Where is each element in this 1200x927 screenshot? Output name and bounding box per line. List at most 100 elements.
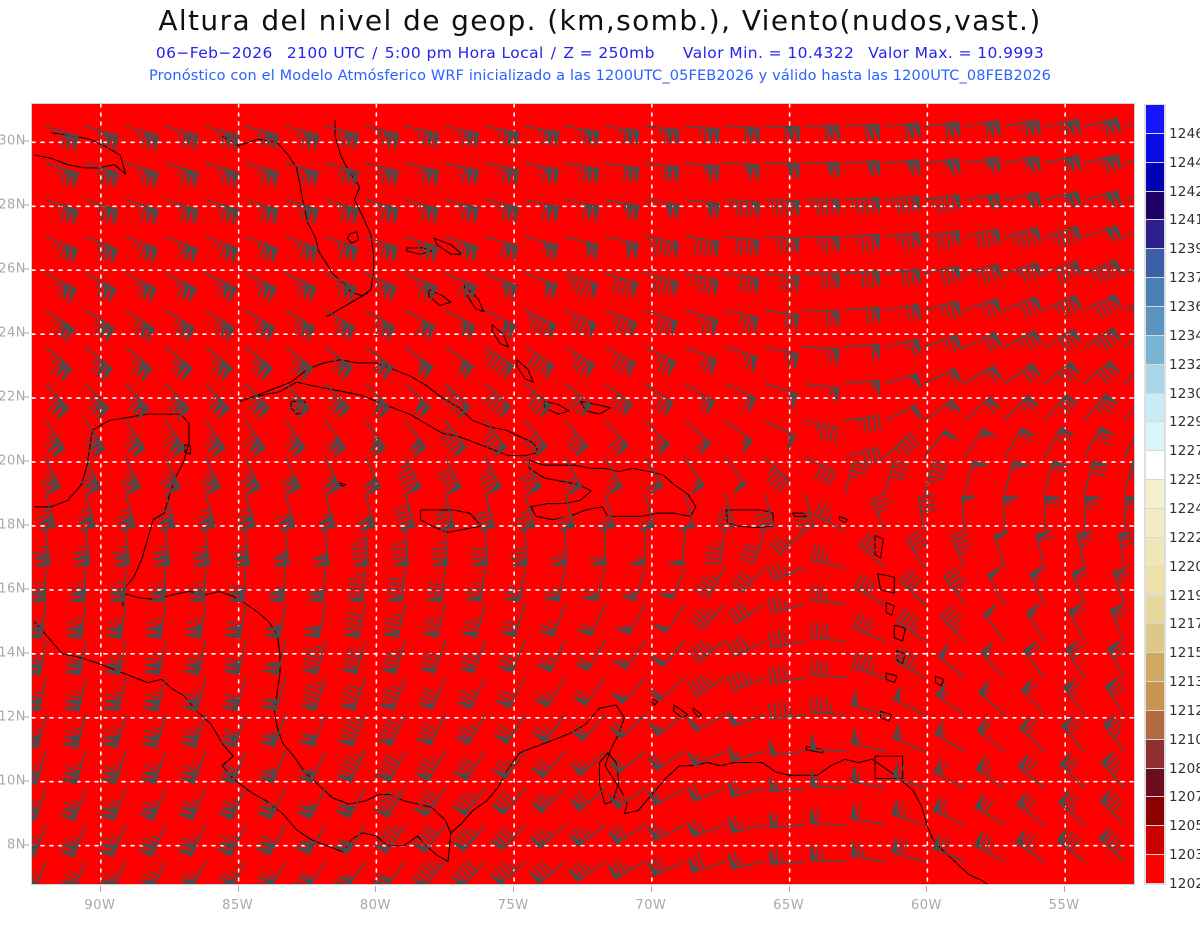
wind-barb xyxy=(138,824,167,858)
colorbar-swatch xyxy=(1146,307,1164,336)
coastline-path xyxy=(221,119,375,297)
wind-barb xyxy=(386,566,407,603)
wind-barb xyxy=(59,824,87,858)
wind-barb xyxy=(200,456,222,496)
wind-barb xyxy=(1018,716,1046,753)
wind-barb xyxy=(1083,460,1108,495)
wind-barb xyxy=(109,566,127,603)
wind-barb xyxy=(768,776,806,793)
wind-barb xyxy=(45,235,79,264)
wind-barb xyxy=(32,677,47,712)
wind-barb xyxy=(524,382,552,418)
wind-barb xyxy=(963,120,1002,139)
wind-barb xyxy=(923,334,963,353)
wind-barb xyxy=(204,419,226,458)
wind-barb xyxy=(883,122,921,141)
wind-barb xyxy=(422,603,447,639)
wind-barb xyxy=(1043,393,1079,422)
wind-barb xyxy=(139,787,167,821)
colorbar-tick-label: 12088 xyxy=(1169,760,1200,777)
wind-barb xyxy=(357,493,376,532)
map-plot-area[interactable]: Sisππ− ONAMET/REP.DOM. xyxy=(31,103,1135,885)
wind-barb xyxy=(434,493,456,532)
coastline-path xyxy=(346,231,360,244)
wind-barb xyxy=(923,429,958,458)
wind-barb xyxy=(604,162,640,184)
wind-barb xyxy=(850,841,886,863)
wind-barb xyxy=(768,665,806,684)
wind-barb xyxy=(84,199,120,225)
wind-barb xyxy=(843,343,881,361)
wind-barb xyxy=(491,787,526,816)
wind-barb xyxy=(1071,566,1090,606)
wind-barb xyxy=(188,566,207,603)
colorbar-tick-label: 12037 xyxy=(1169,847,1200,864)
wind-barb xyxy=(980,642,1006,679)
wind-barb xyxy=(804,124,840,142)
wind-barb xyxy=(684,346,718,375)
wind-barb xyxy=(1002,495,1019,532)
wind-barb xyxy=(644,199,680,220)
wind-barb xyxy=(534,677,566,708)
wind-barb xyxy=(497,640,526,674)
wind-barb xyxy=(142,677,167,712)
y-tick-label: 8N xyxy=(7,837,26,853)
y-tick-label: 14N xyxy=(0,645,26,661)
wind-barb xyxy=(891,762,926,789)
wind-barb xyxy=(1043,328,1082,352)
wind-barb xyxy=(60,860,87,884)
wind-barb xyxy=(905,530,928,569)
wind-barb xyxy=(378,677,407,711)
wind-barb xyxy=(727,779,766,798)
x-tick-label: 55W xyxy=(1048,898,1080,913)
wind-barb xyxy=(883,338,922,357)
wind-barb xyxy=(382,603,407,639)
wind-barb xyxy=(364,235,399,263)
wind-barb xyxy=(1083,117,1122,137)
coastline-path xyxy=(651,698,658,706)
wind-barb xyxy=(112,530,131,567)
wind-barb xyxy=(843,414,882,434)
y-tick-mark xyxy=(23,204,29,206)
wind-barb xyxy=(339,677,367,711)
wind-barb xyxy=(963,396,1001,422)
wind-barb xyxy=(516,493,536,532)
colorbar-swatch xyxy=(1146,682,1164,711)
wind-barb xyxy=(1083,224,1123,243)
wind-barb xyxy=(324,125,360,150)
wind-barb xyxy=(484,346,515,379)
wind-barb xyxy=(180,713,207,748)
x-tick-mark xyxy=(513,886,515,892)
wind-barb xyxy=(333,860,367,884)
wind-barb xyxy=(1083,426,1114,458)
wind-barb xyxy=(1043,460,1068,495)
wind-barb xyxy=(479,456,502,495)
wind-barb xyxy=(255,824,287,856)
wind-barb xyxy=(228,566,247,603)
wind-barb xyxy=(220,713,247,748)
separator-slash-2: / xyxy=(550,44,557,62)
wind-barb xyxy=(1043,225,1083,249)
wind-barb xyxy=(98,824,127,858)
colorbar-tick-label: 12105 xyxy=(1169,731,1200,748)
wind-barb xyxy=(84,235,119,264)
wind-barb xyxy=(813,501,846,532)
wind-barb xyxy=(1043,426,1075,458)
wind-barb xyxy=(726,635,766,658)
wind-barb xyxy=(607,787,646,810)
wind-barb xyxy=(262,640,287,676)
pressure-level: Z = 250mb xyxy=(563,44,655,62)
wind-barb xyxy=(694,566,726,598)
wind-barb xyxy=(284,125,320,150)
wind-barb xyxy=(589,530,607,566)
colorbar[interactable] xyxy=(1144,104,1166,885)
colorbar-swatch xyxy=(1146,855,1164,884)
wind-barb xyxy=(804,456,837,487)
wind-barb xyxy=(404,382,431,419)
coastline-path xyxy=(326,292,369,318)
colorbar-swatch xyxy=(1146,624,1164,654)
wind-barb xyxy=(32,750,47,785)
wind-barb xyxy=(650,640,686,668)
wind-barb xyxy=(524,346,555,379)
wind-barb xyxy=(341,640,367,675)
